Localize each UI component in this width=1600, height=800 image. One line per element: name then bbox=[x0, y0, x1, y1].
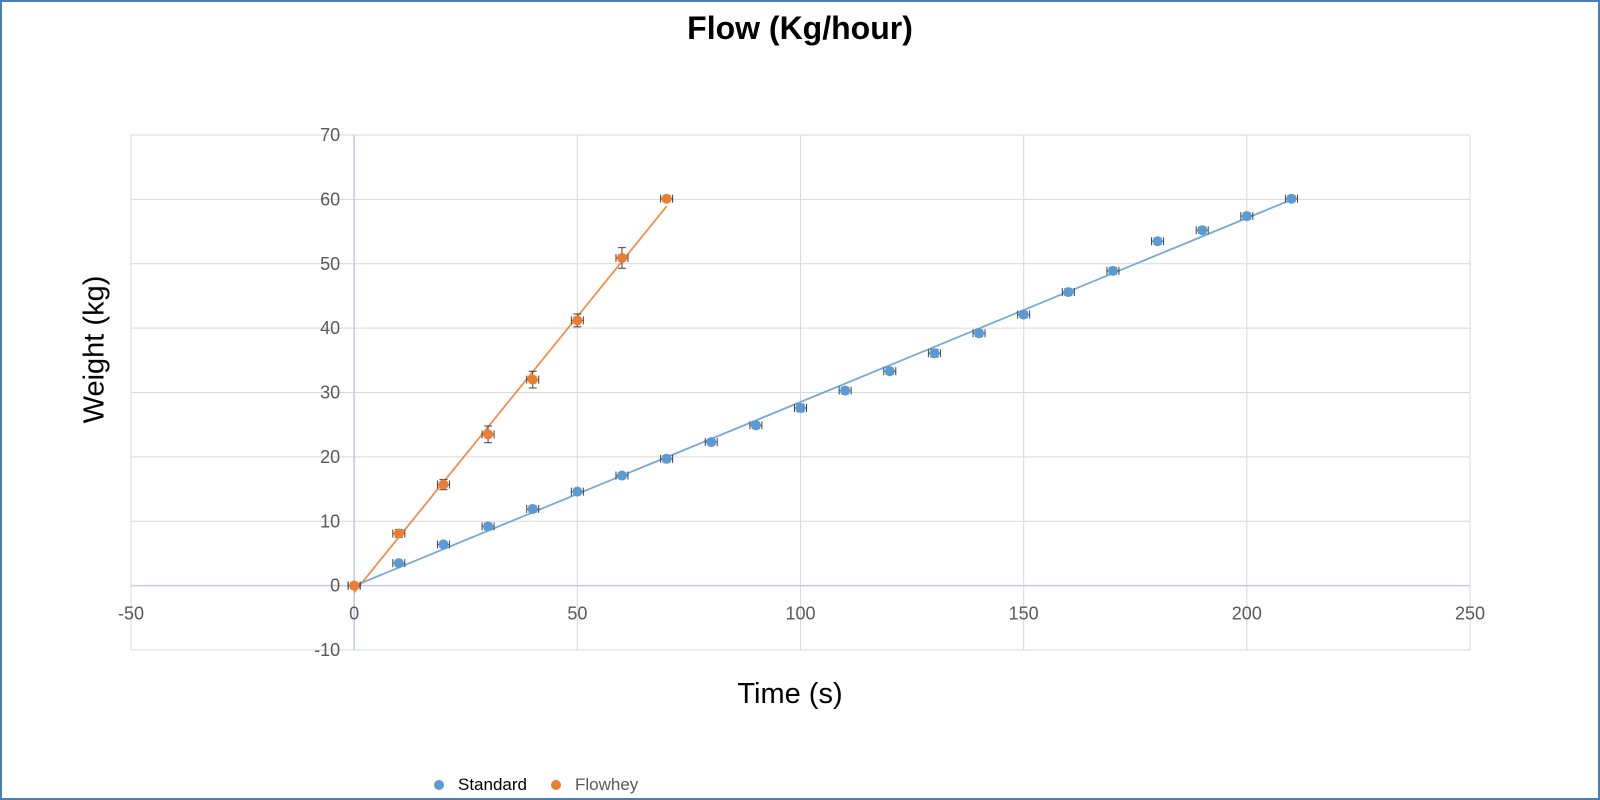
data-point-standard bbox=[706, 437, 717, 448]
data-point-flowhey bbox=[349, 580, 360, 591]
data-point-standard bbox=[616, 470, 627, 481]
trendlines bbox=[353, 198, 1292, 593]
data-point-standard bbox=[1197, 225, 1208, 236]
x-tick-label: 100 bbox=[785, 604, 815, 624]
legend-label-standard: Standard bbox=[458, 775, 527, 794]
data-point-flowhey bbox=[527, 374, 538, 385]
data-point-flowhey bbox=[572, 315, 583, 326]
data-point-standard bbox=[974, 328, 985, 339]
data-point-standard bbox=[438, 539, 449, 550]
data-point-standard bbox=[795, 402, 806, 413]
trendline-standard bbox=[353, 198, 1292, 587]
x-axis-label: Time (s) bbox=[737, 678, 843, 710]
data-point-standard bbox=[1241, 211, 1252, 222]
legend-label-flowhey: Flowhey bbox=[575, 775, 639, 794]
data-points bbox=[349, 193, 1297, 591]
y-tick-label: 0 bbox=[330, 576, 340, 596]
y-tick-label: 70 bbox=[320, 125, 340, 145]
y-tick-label: 20 bbox=[320, 447, 340, 467]
data-point-standard bbox=[572, 486, 583, 497]
data-point-standard bbox=[1152, 236, 1163, 247]
legend-item-flowhey[interactable]: Flowhey bbox=[551, 775, 638, 795]
chart-title: Flow (Kg/hour) bbox=[687, 10, 913, 46]
y-tick-label: 50 bbox=[320, 254, 340, 274]
data-point-standard bbox=[527, 504, 538, 515]
data-point-flowhey bbox=[393, 528, 404, 539]
x-tick-label: 150 bbox=[1009, 604, 1039, 624]
tick-labels: -10 0 10 20 30 40 50 60 70 -50 0 50 100 150 200 250 bbox=[118, 125, 1485, 660]
trendline-flowhey bbox=[353, 205, 668, 593]
data-point-standard bbox=[393, 558, 404, 569]
data-point-standard bbox=[750, 420, 761, 431]
legend-item-standard[interactable]: Standard bbox=[434, 775, 527, 795]
data-point-standard bbox=[661, 453, 672, 464]
legend-marker-flowhey bbox=[551, 780, 561, 790]
y-tick-label: 60 bbox=[320, 189, 340, 209]
x-tick-label: 200 bbox=[1232, 604, 1262, 624]
y-tick-label: -10 bbox=[314, 640, 340, 660]
data-point-flowhey bbox=[483, 429, 494, 440]
data-point-flowhey bbox=[616, 252, 627, 263]
x-tick-label: -50 bbox=[118, 604, 144, 624]
data-point-standard bbox=[1063, 287, 1074, 298]
legend-marker-standard bbox=[434, 780, 444, 790]
y-axis-label: Weight (kg) bbox=[78, 275, 111, 424]
data-point-standard bbox=[483, 521, 494, 532]
data-point-standard bbox=[1107, 265, 1118, 276]
y-tick-label: 10 bbox=[320, 511, 340, 531]
x-tick-label: 0 bbox=[349, 604, 359, 624]
x-tick-label: 250 bbox=[1455, 604, 1485, 624]
data-point-flowhey bbox=[661, 193, 672, 204]
y-tick-label: 40 bbox=[320, 318, 340, 338]
data-point-standard bbox=[1018, 309, 1029, 320]
data-point-standard bbox=[929, 348, 940, 359]
y-tick-label: 30 bbox=[320, 383, 340, 403]
legend: Standard Flowhey bbox=[434, 772, 662, 798]
data-point-standard bbox=[840, 385, 851, 396]
x-tick-label: 50 bbox=[567, 604, 587, 624]
data-point-standard bbox=[884, 366, 895, 377]
data-point-flowhey bbox=[438, 479, 449, 490]
data-point-standard bbox=[1286, 193, 1297, 204]
